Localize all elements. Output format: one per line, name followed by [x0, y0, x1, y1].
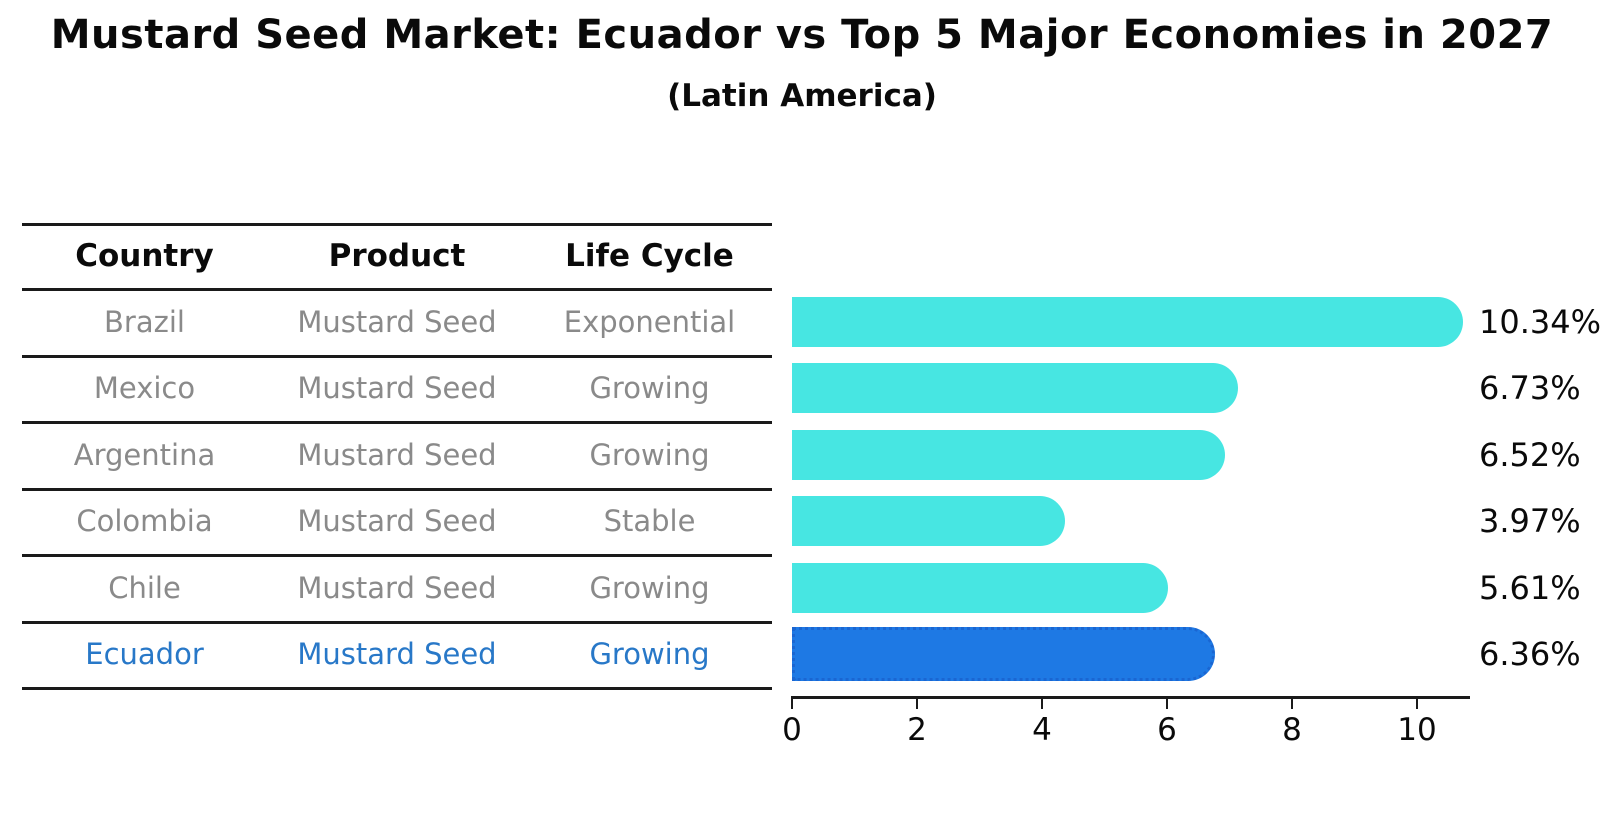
value-label: 10.34% — [1479, 302, 1602, 341]
bar-brazil — [792, 296, 1464, 347]
col-header-product: Product — [328, 237, 466, 274]
chart-subtitle: (Latin America) — [667, 78, 937, 114]
x-axis-tick-label: 10 — [1397, 712, 1437, 748]
chart-title: Mustard Seed Market: Ecuador vs Top 5 Ma… — [50, 12, 1554, 58]
cell-life-cycle: Growing — [589, 371, 710, 405]
table-row: Ecuador Mustard Seed Growing — [22, 621, 772, 687]
cell-country: Mexico — [93, 371, 196, 405]
cell-product: Mustard Seed — [297, 371, 497, 405]
table-header-row: Country Product Life Cycle — [22, 223, 772, 288]
x-axis-tick — [1165, 699, 1169, 709]
table-rule — [22, 355, 772, 358]
x-axis-tick-label: 8 — [1282, 712, 1302, 748]
bar-chile — [792, 562, 1168, 613]
cell-country: Brazil — [104, 304, 185, 339]
x-axis-tick — [790, 699, 794, 709]
table-rule — [22, 621, 772, 624]
bar-mexico — [792, 363, 1238, 413]
cell-country: Chile — [108, 570, 181, 605]
cell-product: Mustard Seed — [297, 637, 497, 671]
table-rule — [22, 488, 772, 491]
cell-life-cycle: Stable — [603, 504, 696, 538]
cell-life-cycle: Growing — [589, 437, 710, 472]
col-header-life-cycle: Life Cycle — [565, 237, 734, 274]
bar-colombia — [792, 496, 1066, 546]
x-axis-tick — [1290, 699, 1294, 709]
cell-life-cycle: Growing — [589, 570, 710, 605]
table-row: Colombia Mustard Seed Stable — [22, 488, 772, 554]
cell-country: Colombia — [76, 504, 213, 538]
cell-product: Mustard Seed — [297, 304, 497, 339]
x-axis-tick-label: 2 — [907, 712, 927, 748]
x-axis-tick — [1040, 699, 1044, 709]
bar-argentina — [792, 429, 1225, 480]
table-rule — [22, 288, 772, 291]
bar-ecuador — [792, 627, 1215, 681]
table-rule — [22, 223, 772, 226]
cell-product: Mustard Seed — [297, 570, 497, 605]
value-label: 6.36% — [1479, 635, 1581, 673]
value-label: 3.97% — [1479, 502, 1581, 540]
cell-life-cycle: Exponential — [563, 304, 736, 339]
x-axis-line — [791, 696, 1470, 699]
table-row: Argentina Mustard Seed Growing — [22, 421, 772, 488]
table-row: Brazil Mustard Seed Exponential — [22, 288, 772, 355]
table-row: Chile Mustard Seed Growing — [22, 554, 772, 621]
cell-product: Mustard Seed — [297, 504, 497, 538]
x-axis-tick — [915, 699, 919, 709]
x-axis-tick-label: 0 — [782, 712, 802, 748]
cell-life-cycle: Growing — [589, 637, 710, 671]
cell-country: Ecuador — [85, 637, 204, 671]
table-rule — [22, 554, 772, 557]
value-label: 6.52% — [1479, 435, 1581, 474]
value-label: 6.73% — [1479, 369, 1581, 407]
value-label: 5.61% — [1479, 568, 1581, 607]
table-rule — [22, 421, 772, 424]
table-row: Mexico Mustard Seed Growing — [22, 355, 772, 421]
table-rule — [22, 687, 772, 690]
x-axis-tick-label: 6 — [1157, 712, 1177, 748]
cell-product: Mustard Seed — [297, 437, 497, 472]
cell-country: Argentina — [73, 437, 216, 472]
x-axis-tick — [1415, 699, 1419, 709]
col-header-country: Country — [75, 237, 214, 274]
x-axis-tick-label: 4 — [1032, 712, 1052, 748]
